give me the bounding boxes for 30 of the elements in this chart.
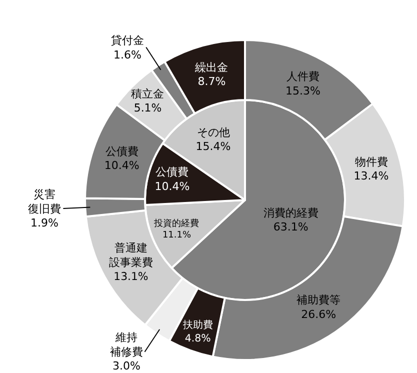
slice-label: その他 [196,126,230,139]
data-label: 15.3% [286,84,320,98]
slice-label: 繰出金 [194,60,228,74]
slice-label: 投資的経費 [153,218,200,229]
data-label: 13.4% [354,170,389,183]
data-label: 13.1% [114,270,148,284]
data-label: 8.7% [198,75,226,88]
data-label: 26.6% [301,308,336,321]
data-label: 10.4% [104,159,140,172]
data-label: 3.0% [112,360,140,373]
data-label: 10.4% [154,180,190,193]
slice-label: 災害復旧費 [28,188,61,216]
data-label: 4.8% [184,333,212,344]
slice-label: 物件費 [354,155,388,168]
slice-label: 公債費 [156,166,189,179]
slice-label: 補助費等 [296,294,341,307]
slice-label: 維持補修費 [110,331,143,358]
data-label: 1.9% [30,216,58,230]
slice-label: 扶助費 [182,319,213,332]
data-label: 1.6% [114,48,142,62]
slice-label: 貸付金 [111,34,144,47]
slice-label: 積立金 [131,87,164,100]
slice-label: 公債費 [105,144,138,158]
data-label: 11.1% [162,230,192,241]
data-label: 5.1% [134,102,162,115]
slice-label: 消費的経費 [263,206,318,220]
data-label: 63.1% [273,220,308,234]
data-label: 15.4% [196,140,231,154]
slice-label: 普通建設事業費 [108,242,153,269]
slice-label: 人件費 [286,70,320,84]
